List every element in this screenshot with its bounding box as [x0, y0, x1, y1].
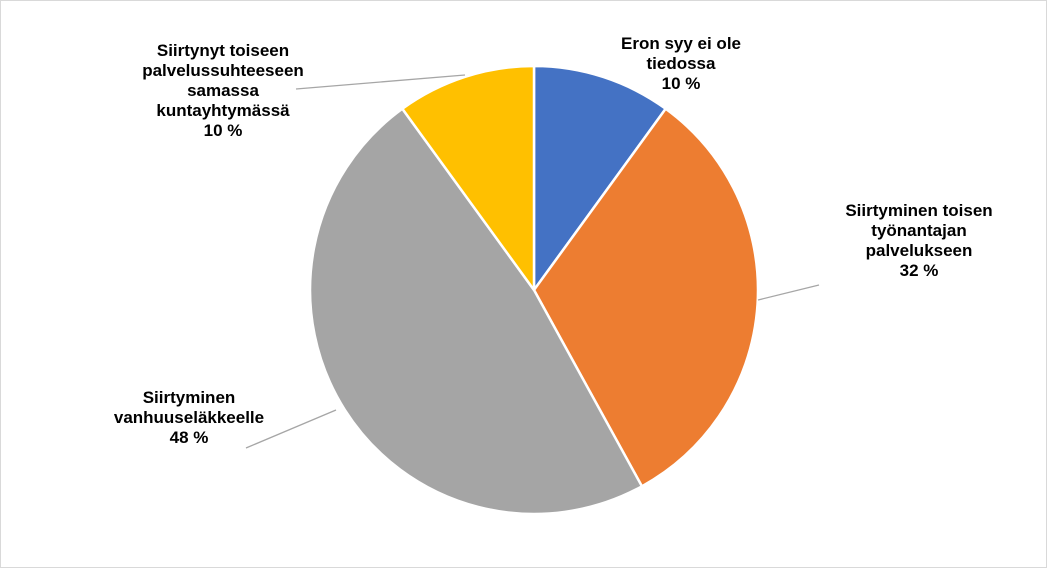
slice-value-label: 10 %: [204, 121, 243, 140]
slice-value-label: 10 %: [662, 74, 701, 93]
leader-lines: [245, 74, 820, 449]
slice-value-label: 32 %: [900, 261, 939, 280]
slice-value-label: 48 %: [170, 428, 209, 447]
slice-category-label: kuntayhtymässä: [156, 101, 290, 120]
leader-line-3: [245, 409, 337, 449]
pie-slice-1: [532, 64, 667, 292]
slice-category-label: palvelukseen: [866, 241, 973, 260]
pie-slices: [308, 64, 760, 516]
slice-category-label: Siirtynyt toiseen: [157, 41, 289, 60]
pie-slice-4: [401, 64, 536, 292]
leader-line-2: [757, 284, 820, 301]
slice-category-label: Siirtyminen: [143, 388, 236, 407]
slice-category-label: Eron syy ei ole: [621, 34, 741, 53]
slice-category-label: tiedossa: [647, 54, 717, 73]
slice-label-2: Siirtyminen toisentyönantajanpalveluksee…: [845, 201, 992, 280]
slice-category-label: vanhuuseläkkeelle: [114, 408, 264, 427]
slice-category-label: työnantajan: [871, 221, 966, 240]
pie-slice-3: [308, 107, 644, 516]
slice-category-label: Siirtyminen toisen: [845, 201, 992, 220]
slice-category-label: palvelussuhteeseen: [142, 61, 304, 80]
pie-slice-2: [532, 107, 760, 488]
slice-label-4: Siirtynyt toiseenpalvelussuhteeseensamas…: [142, 41, 304, 140]
leader-line-4: [295, 74, 466, 90]
slice-category-label: samassa: [187, 81, 259, 100]
